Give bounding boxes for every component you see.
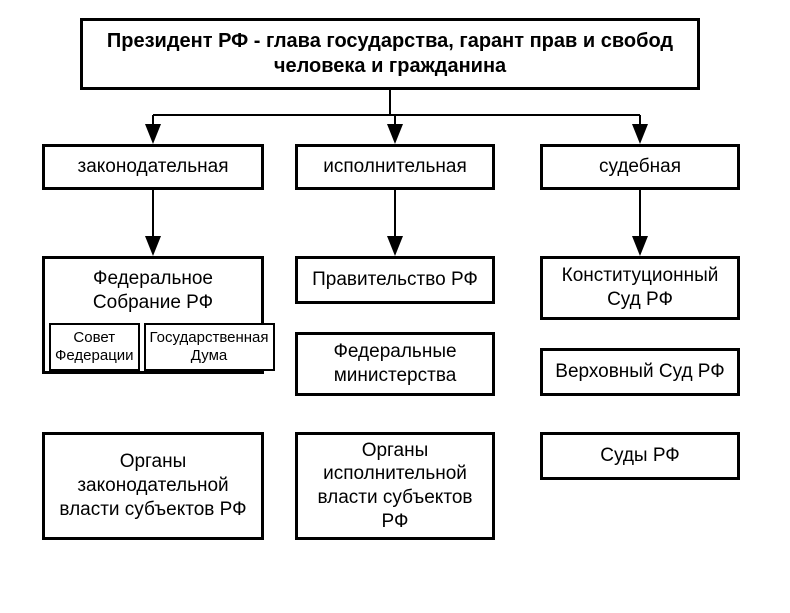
node-constitutional-court-label: Конституционный Суд РФ: [551, 264, 729, 312]
node-government: Правительство РФ: [295, 256, 495, 304]
node-branch-executive-label: исполнительная: [323, 155, 467, 179]
node-branch-judicial-label: судебная: [599, 155, 681, 179]
node-constitutional-court: Конституционный Суд РФ: [540, 256, 740, 320]
arrow-president-split: [153, 90, 640, 140]
node-president: Президент РФ - глава государства, гарант…: [80, 18, 700, 90]
node-leg-subjects: Органы законодательной власти субъектов …: [42, 432, 264, 540]
node-ministries-label: Федеральные министерства: [306, 340, 484, 388]
node-sovet-federatsii-label: Совет Федерации: [55, 329, 134, 365]
node-courts-rf-label: Суды РФ: [600, 444, 680, 468]
node-exec-subjects-label: Органы исполнительной власти субъектов Р…: [306, 439, 484, 534]
node-president-label: Президент РФ - глава государства, гарант…: [91, 29, 689, 79]
node-supreme-court: Верховный Суд РФ: [540, 348, 740, 396]
node-courts-rf: Суды РФ: [540, 432, 740, 480]
node-branch-legislative: законодательная: [42, 144, 264, 190]
node-ministries: Федеральные министерства: [295, 332, 495, 396]
node-supreme-court-label: Верховный Суд РФ: [555, 360, 724, 384]
node-branch-legislative-label: законодательная: [77, 155, 228, 179]
node-exec-subjects: Органы исполнительной власти субъектов Р…: [295, 432, 495, 540]
node-government-label: Правительство РФ: [312, 268, 478, 292]
node-federal-assembly-label: Федеральное Собрание РФ: [49, 267, 257, 315]
node-sovet-federatsii: Совет Федерации: [49, 323, 140, 371]
node-gos-duma: Государственная Дума: [144, 323, 275, 371]
node-federal-assembly: Федеральное Собрание РФ Совет Федерации …: [42, 256, 264, 374]
node-branch-executive: исполнительная: [295, 144, 495, 190]
node-branch-judicial: судебная: [540, 144, 740, 190]
node-leg-subjects-label: Органы законодательной власти субъектов …: [53, 450, 253, 521]
node-gos-duma-label: Государственная Дума: [150, 329, 269, 365]
